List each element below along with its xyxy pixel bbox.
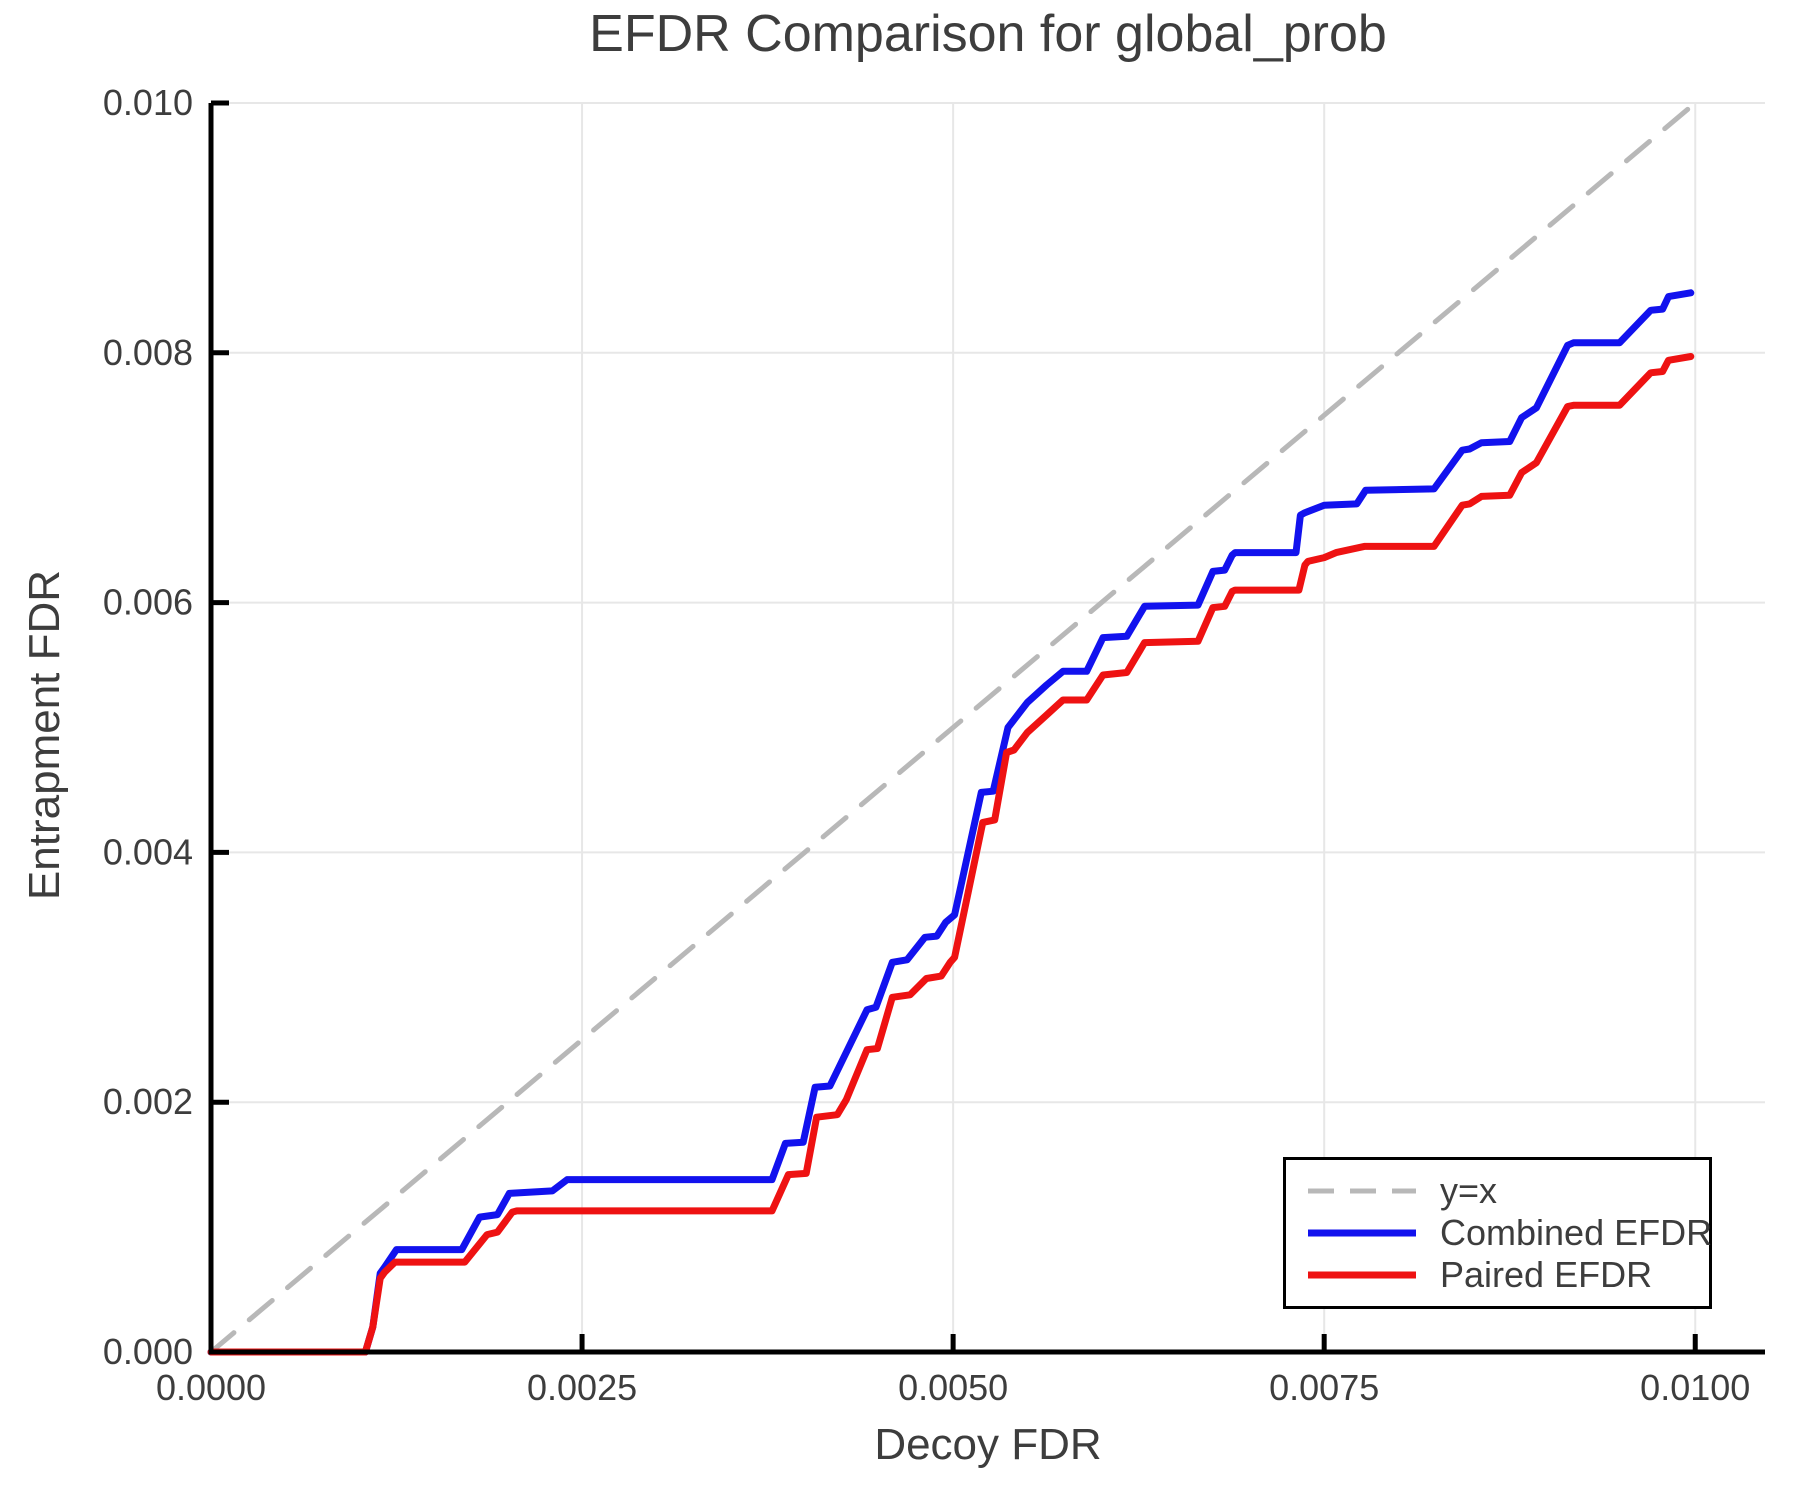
legend-label: Paired EFDR [1440, 1254, 1653, 1295]
x-tick-label: 0.0050 [898, 1367, 1008, 1408]
series-line-y-x [208, 100, 1698, 1355]
y-tick-label: 0.002 [103, 1081, 193, 1122]
x-tick-label: 0.0100 [1640, 1367, 1750, 1408]
y-tick-label: 0.000 [103, 1331, 193, 1372]
legend-row-paired-efdr: Paired EFDR [1306, 1254, 1709, 1296]
series-line-paired-efdr [207, 353, 1695, 1356]
legend-label: y=x [1440, 1170, 1498, 1211]
x-tick-label: 0.0025 [527, 1367, 637, 1408]
x-axis-label: Decoy FDR [874, 1420, 1102, 1469]
legend-row-y-x: y=x [1306, 1170, 1709, 1212]
y-tick-label: 0.008 [103, 332, 193, 373]
legend-row-combined-efdr: Combined EFDR [1306, 1212, 1713, 1254]
series-line-combined-efdr [207, 289, 1695, 1356]
x-tick-label: 0.0075 [1269, 1367, 1379, 1408]
x-tick-label: 0.0000 [156, 1367, 266, 1408]
legend-sample-line [1308, 1271, 1416, 1279]
y-tick-label: 0.004 [103, 831, 193, 872]
y-tick-label: 0.010 [103, 82, 193, 123]
legend: y=x Combined EFDR Paired EFDR [1283, 1157, 1712, 1309]
y-tick-label: 0.006 [103, 582, 193, 623]
legend-label: Combined EFDR [1440, 1212, 1713, 1253]
chart-title: EFDR Comparison for global_prob [589, 5, 1387, 63]
legend-sample-line [1308, 1188, 1416, 1194]
legend-sample-line [1308, 1229, 1416, 1237]
